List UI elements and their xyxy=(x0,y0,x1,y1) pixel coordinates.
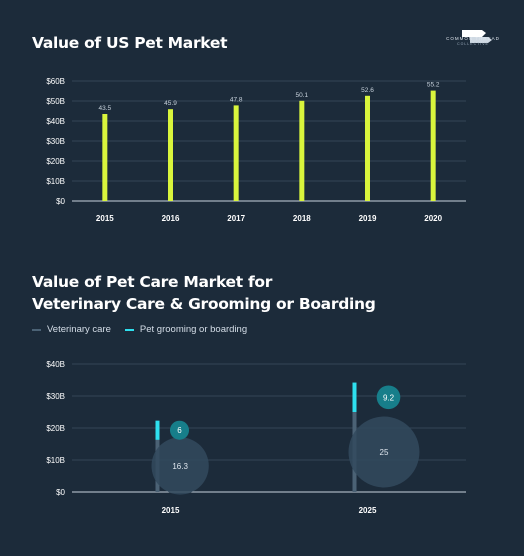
legend-item-vet: Veterinary care xyxy=(32,324,111,335)
c2-bar-groom xyxy=(352,382,357,412)
c1-xtick-label: 2016 xyxy=(162,214,180,223)
c1-value-label: 55.2 xyxy=(427,82,440,89)
c2-ytick-label: $10B xyxy=(46,456,65,465)
c1-bar xyxy=(365,95,370,201)
legend-label-groom: Pet grooming or boarding xyxy=(139,324,248,335)
c1-ytick-label: $0 xyxy=(56,197,65,206)
c2-bubble-groom-label: 6 xyxy=(177,426,182,435)
c2-bubble-vet-label: 16.3 xyxy=(172,462,188,471)
c1-value-label: 45.9 xyxy=(164,100,177,107)
chart2-title: Value of Pet Care Market for Veterinary … xyxy=(32,271,376,315)
c2-xtick-label: 2025 xyxy=(359,506,377,515)
c2-bubble-groom-label: 9.2 xyxy=(383,393,395,402)
c2-ytick-label: $20B xyxy=(46,424,65,433)
legend-swatch-groom xyxy=(124,328,134,331)
chart2-title-line1: Value of Pet Care Market for xyxy=(32,273,273,291)
brand-subtitle: COLLECTIVE xyxy=(457,42,489,46)
legend-swatch-vet xyxy=(32,328,41,331)
c2-ytick-label: $30B xyxy=(46,392,65,401)
c1-bar xyxy=(299,100,305,201)
legend-label-vet: Veterinary care xyxy=(47,324,111,335)
c1-value-label: 50.1 xyxy=(296,92,309,99)
c2-xtick-label: 2015 xyxy=(162,506,180,515)
c2-ytick-label: $40B xyxy=(46,360,65,369)
c1-xtick-label: 2020 xyxy=(424,214,442,223)
c1-ytick-label: $50B xyxy=(46,97,65,106)
chart2-title-line2: Veterinary Care & Grooming or Boarding xyxy=(32,295,376,313)
c1-ytick-label: $40B xyxy=(46,117,65,126)
brand-name: COMMON THREAD xyxy=(446,36,500,41)
c1-bar xyxy=(168,109,173,201)
c1-xtick-label: 2017 xyxy=(227,214,245,223)
flag-logo-icon xyxy=(462,30,492,43)
c1-bar xyxy=(233,105,239,201)
c1-xtick-label: 2015 xyxy=(96,214,114,223)
c2-bubble-groom xyxy=(169,420,190,440)
chart1-title: Value of US Pet Market xyxy=(32,34,228,52)
c2-bubble-vet-label: 25 xyxy=(380,448,389,457)
c1-value-label: 47.8 xyxy=(230,96,243,103)
c1-xtick-label: 2018 xyxy=(293,214,311,223)
c2-bar-groom xyxy=(155,420,160,440)
chart2-legend: Veterinary care Pet grooming or boarding xyxy=(32,324,247,335)
c1-bar xyxy=(430,90,436,201)
c2-bubble-vet xyxy=(348,416,420,488)
c1-ytick-label: $10B xyxy=(46,177,65,186)
c2-bubble-vet xyxy=(151,437,209,495)
legend-item-groom: Pet grooming or boarding xyxy=(124,324,248,335)
c1-xtick-label: 2019 xyxy=(359,214,377,223)
c1-ytick-label: $60B xyxy=(46,77,65,86)
c2-ytick-label: $0 xyxy=(56,488,65,497)
c1-value-label: 52.6 xyxy=(361,87,374,94)
c2-bubble-groom xyxy=(376,385,401,410)
c1-ytick-label: $30B xyxy=(46,137,65,146)
c1-value-label: 43.5 xyxy=(99,105,112,112)
c1-ytick-label: $20B xyxy=(46,157,65,166)
c1-bar xyxy=(102,114,108,201)
